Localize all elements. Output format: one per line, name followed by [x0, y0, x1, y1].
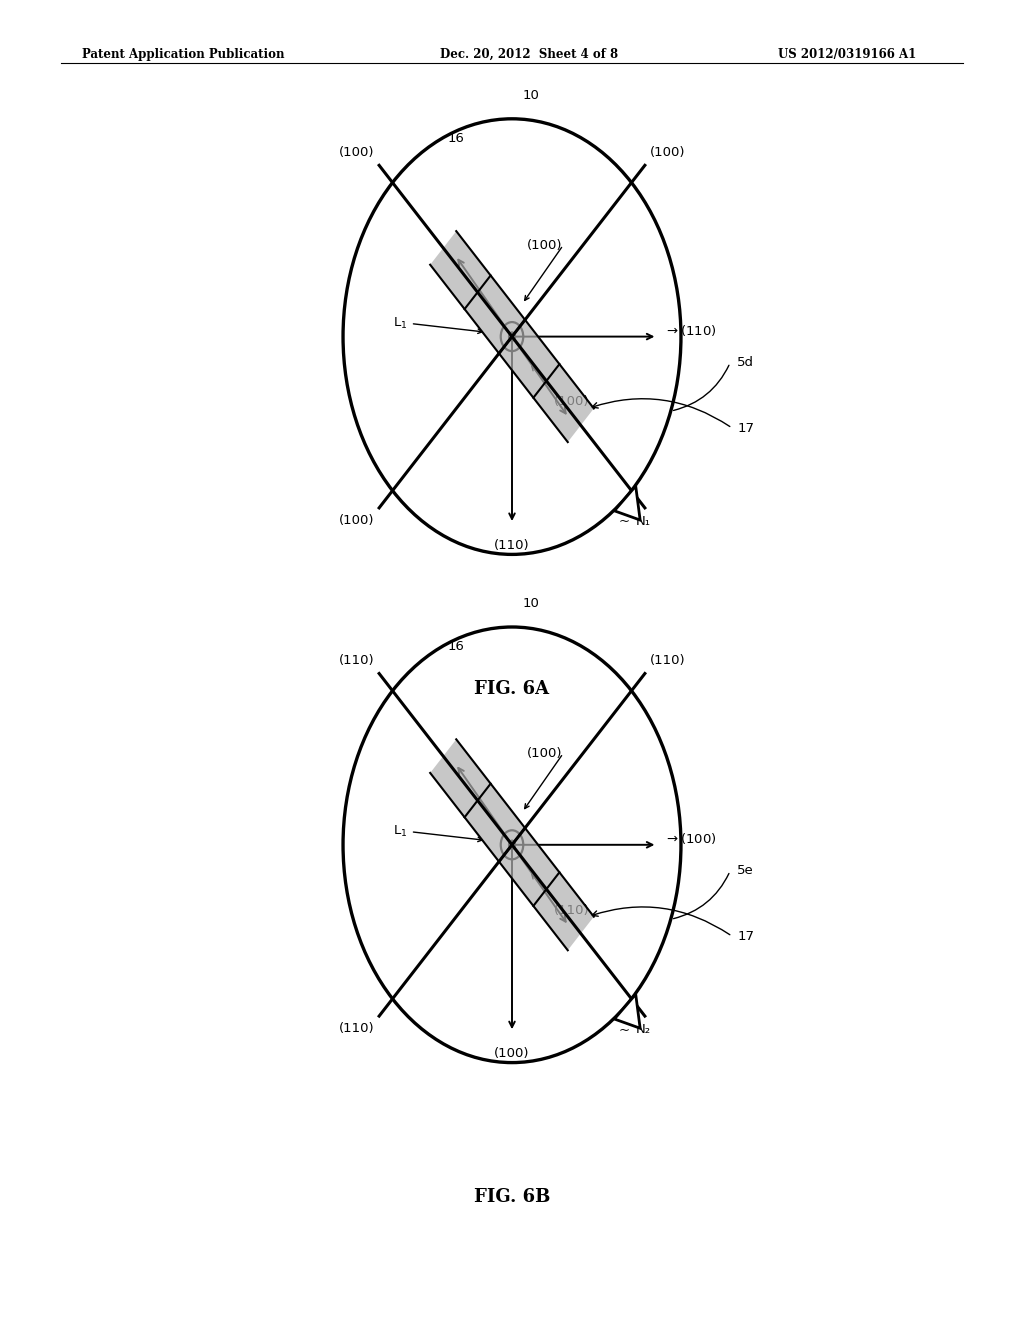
Text: Dec. 20, 2012  Sheet 4 of 8: Dec. 20, 2012 Sheet 4 of 8	[440, 48, 618, 61]
Text: 10: 10	[522, 88, 539, 102]
Text: $\rightarrow$(100): $\rightarrow$(100)	[665, 830, 717, 846]
Text: (110): (110)	[649, 655, 685, 668]
Polygon shape	[499, 828, 594, 950]
Polygon shape	[430, 739, 525, 862]
Text: 16: 16	[447, 640, 465, 653]
Text: 5d: 5d	[737, 356, 755, 370]
Text: (110): (110)	[554, 904, 590, 916]
Text: N₁: N₁	[635, 515, 650, 528]
Text: L$_1$: L$_1$	[393, 824, 408, 840]
Text: (110): (110)	[495, 540, 529, 552]
Text: (100): (100)	[649, 147, 685, 160]
Polygon shape	[430, 231, 525, 354]
Text: (100): (100)	[554, 396, 590, 408]
Text: US 2012/0319166 A1: US 2012/0319166 A1	[778, 48, 916, 61]
Text: (100): (100)	[527, 239, 563, 252]
Text: ~: ~	[618, 1023, 630, 1036]
Text: (100): (100)	[527, 747, 563, 760]
Text: (100): (100)	[495, 1048, 529, 1060]
Text: 5e: 5e	[737, 865, 754, 878]
Polygon shape	[614, 994, 640, 1028]
Polygon shape	[614, 486, 640, 520]
Text: (110): (110)	[339, 1022, 375, 1035]
Text: 17: 17	[737, 929, 755, 942]
Text: 17: 17	[737, 421, 755, 434]
Text: (100): (100)	[339, 513, 375, 527]
Text: Patent Application Publication: Patent Application Publication	[82, 48, 285, 61]
Text: (100): (100)	[339, 147, 375, 160]
Polygon shape	[499, 319, 594, 442]
Circle shape	[508, 840, 516, 850]
Text: (110): (110)	[339, 655, 375, 668]
Text: 10: 10	[522, 597, 539, 610]
Text: ~: ~	[618, 515, 630, 528]
Text: 16: 16	[447, 132, 465, 145]
Text: FIG. 6A: FIG. 6A	[474, 680, 550, 698]
Text: $\rightarrow$(110): $\rightarrow$(110)	[665, 322, 717, 338]
Circle shape	[508, 331, 516, 342]
Text: L$_1$: L$_1$	[393, 315, 408, 331]
Text: N₂: N₂	[635, 1023, 650, 1036]
Text: FIG. 6B: FIG. 6B	[474, 1188, 550, 1206]
